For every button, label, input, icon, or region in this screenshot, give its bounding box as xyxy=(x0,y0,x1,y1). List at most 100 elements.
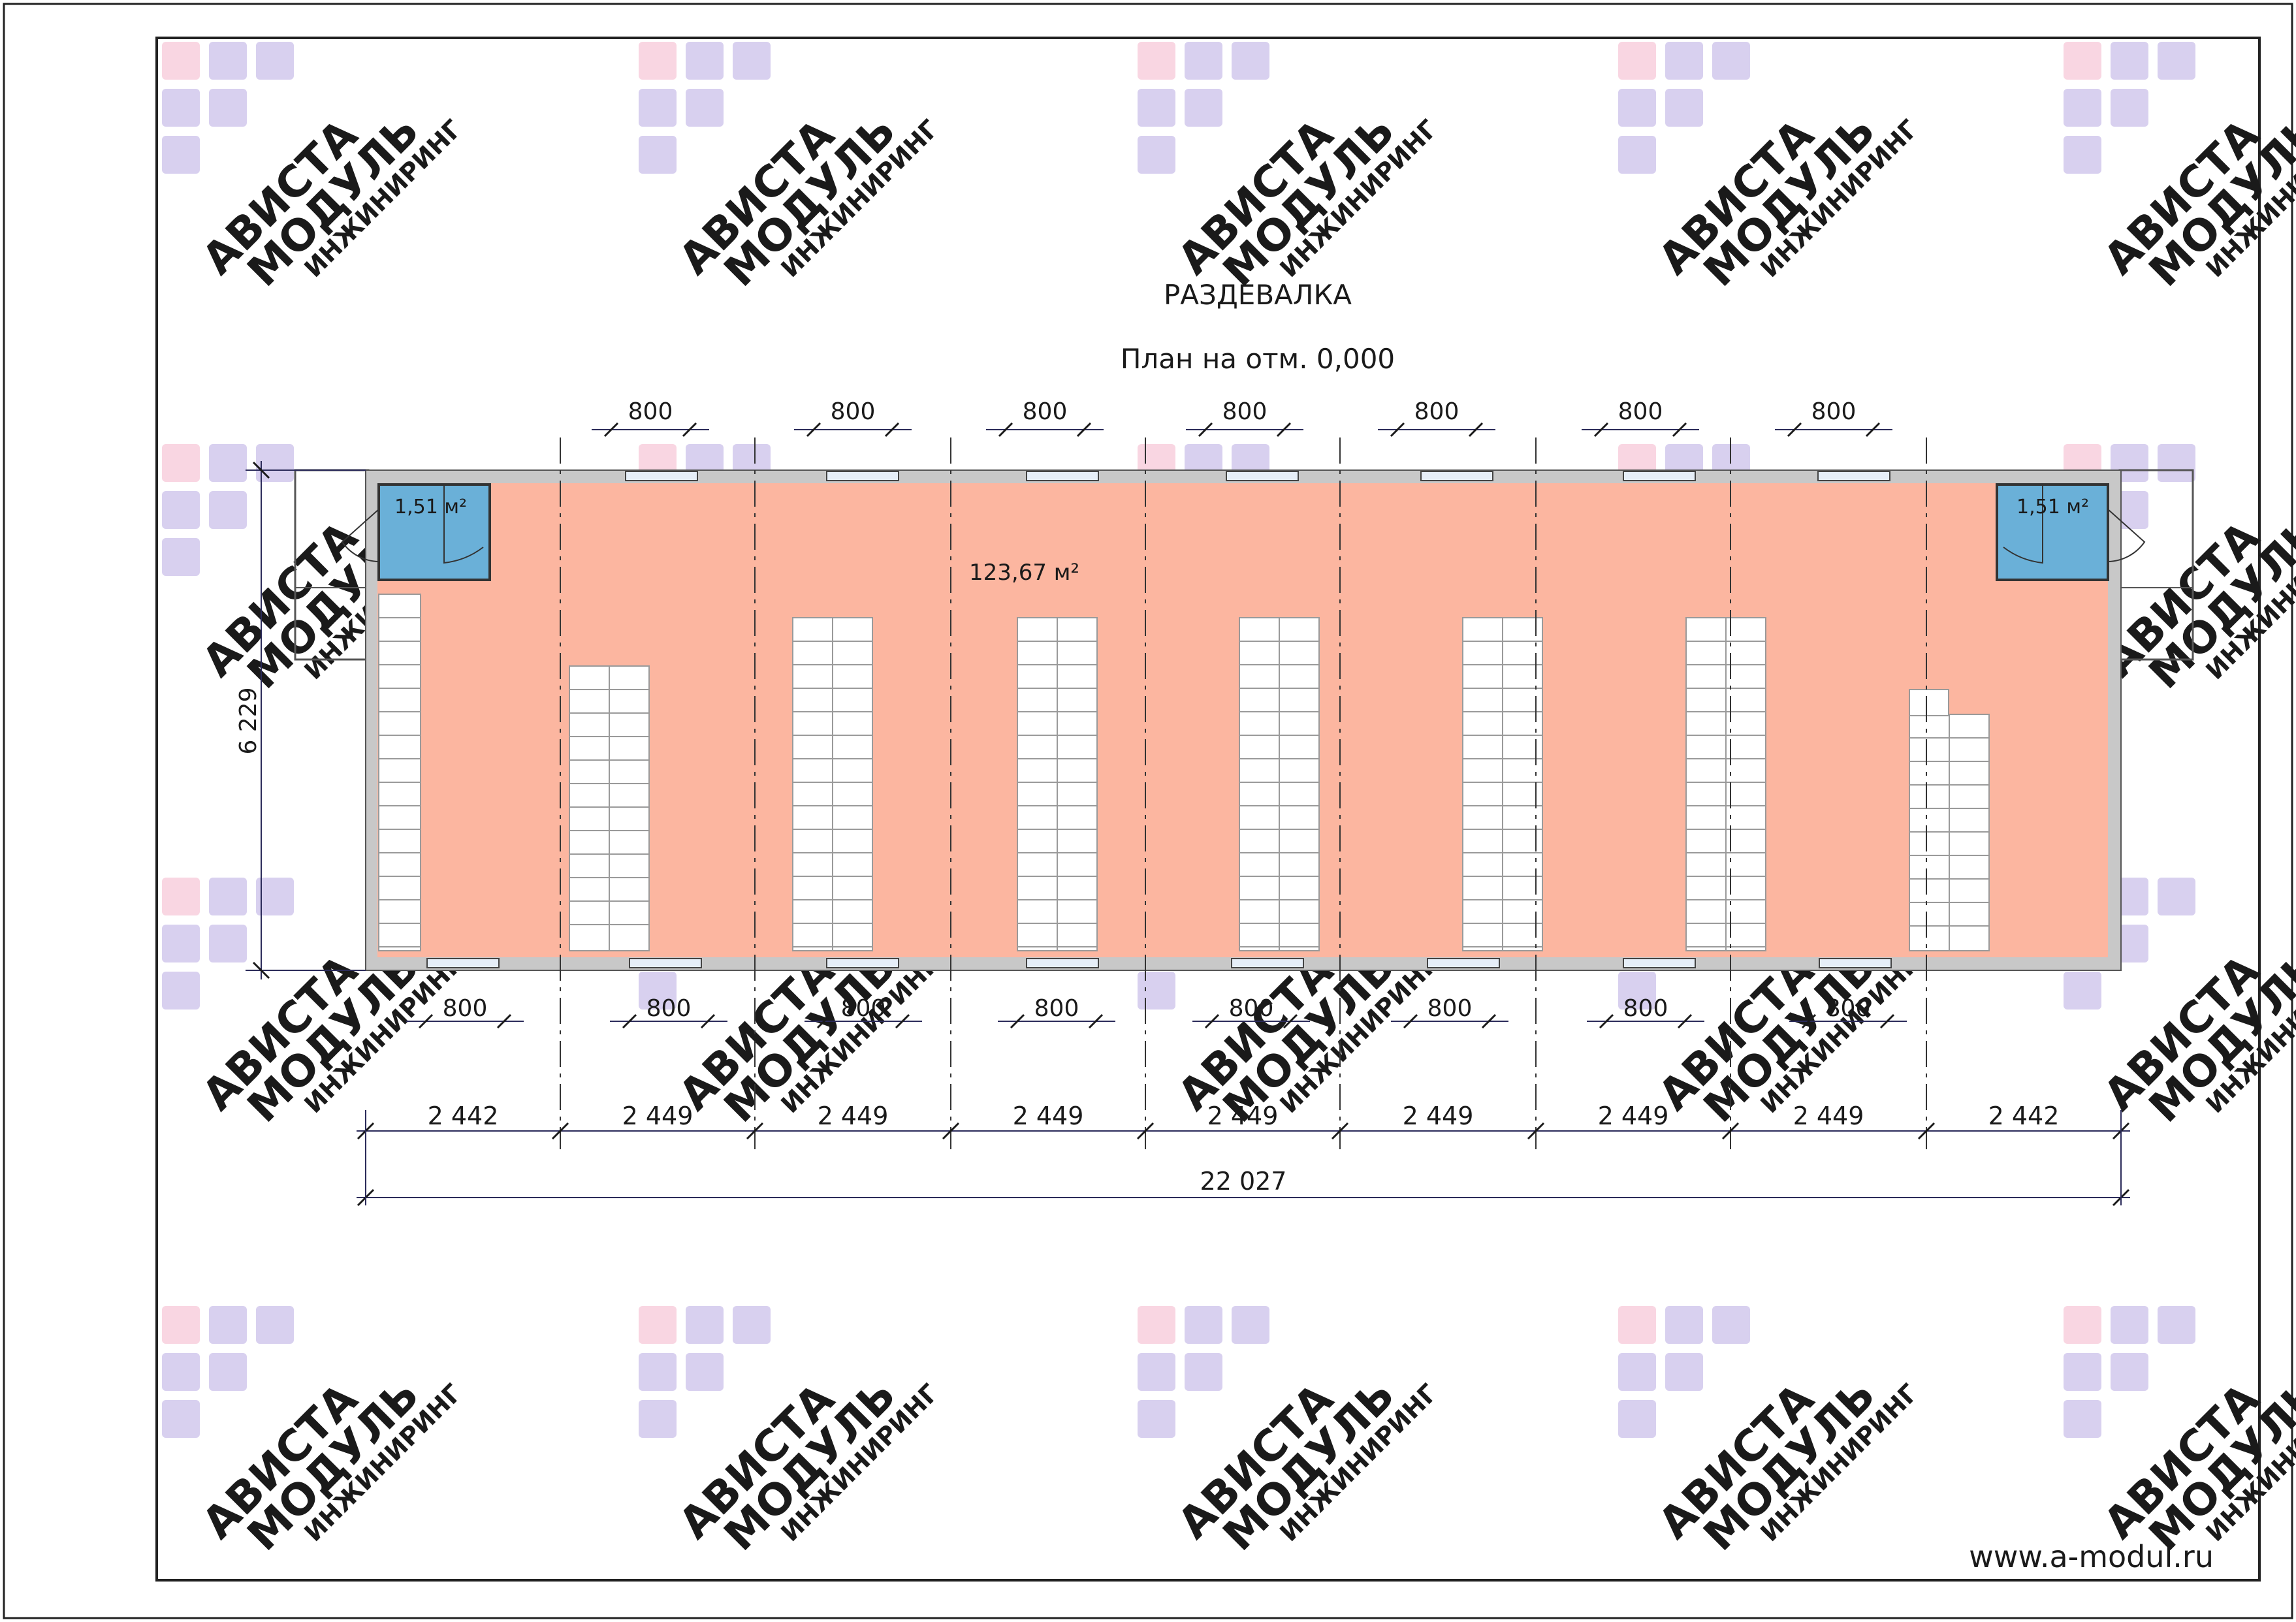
watermark-logo-square xyxy=(1665,1353,1703,1391)
watermark-logo-square xyxy=(209,491,247,529)
watermark-logo-square xyxy=(209,1353,247,1391)
module-axis-lines xyxy=(560,437,1927,1149)
watermark-logo-square xyxy=(1138,1400,1175,1438)
module-dimension-tick xyxy=(1721,1122,1740,1140)
watermark-logo-square xyxy=(686,89,724,127)
locker-block-outline xyxy=(1909,689,1949,716)
watermark-logo-square xyxy=(209,89,247,127)
watermark-logo-square xyxy=(162,1400,200,1438)
watermark-logo-square xyxy=(2064,89,2101,127)
door-dimension-tick xyxy=(806,422,821,437)
bottom-door-dimension: 800 xyxy=(998,995,1115,1029)
top-door-dimension: 800 xyxy=(794,398,912,437)
watermark-logo-square xyxy=(733,42,771,80)
watermark-logo-square xyxy=(1712,1306,1750,1344)
bottom-door-dimension: 800 xyxy=(1789,995,1907,1029)
watermark-logo-square xyxy=(256,1306,294,1344)
module-dimension-tick xyxy=(1917,1122,1936,1140)
watermark-logo-square xyxy=(1185,42,1222,80)
watermark-logo-square xyxy=(639,972,677,1010)
watermark-logo-square xyxy=(209,444,247,482)
module-width-label: 2 449 xyxy=(1598,1102,1669,1130)
bottom-wall-window xyxy=(1623,958,1696,968)
watermark-logo-square xyxy=(1185,89,1222,127)
door-dimension-tick xyxy=(1593,422,1609,437)
watermark-logo-square xyxy=(639,1400,677,1438)
door-dimension-chains: 800 800 800 800 800 800 800 800 800 800 800 800 800 8… xyxy=(406,398,1907,1029)
watermark-logo-square xyxy=(686,1353,724,1391)
height-dimension-label: 6 229 xyxy=(235,687,262,754)
door-dimension-tick xyxy=(998,422,1013,437)
watermark-logo-square xyxy=(686,1306,724,1344)
height-dimension-tick-top xyxy=(252,461,270,479)
door-width-label: 800 xyxy=(1623,995,1668,1022)
module-width-label: 2 449 xyxy=(818,1102,889,1130)
locker-block xyxy=(378,594,421,951)
watermark-logo-square xyxy=(1712,42,1750,80)
door-dimension-tick xyxy=(884,422,900,437)
door-dimension-tick xyxy=(1677,1013,1693,1029)
watermark-logo-square xyxy=(1618,136,1656,174)
module-dimension-chain: 2 442 2 449 2 449 2 449 2 449 2 449 2 449 2 449… xyxy=(357,1102,2130,1140)
watermark-logo-square xyxy=(1138,89,1175,127)
door-dimension-tick xyxy=(496,1013,512,1029)
top-door-dimension: 800 xyxy=(1186,398,1303,437)
door-dimension-tick xyxy=(1481,1013,1497,1029)
door-dimension-tick xyxy=(682,422,697,437)
watermark-logo-square xyxy=(162,1353,200,1391)
top-wall-window xyxy=(1623,471,1696,481)
left-small-room-floor xyxy=(377,483,491,581)
watermark-logo-square xyxy=(639,89,677,127)
module-width-label: 2 449 xyxy=(1207,1102,1279,1130)
module-width-label: 2 442 xyxy=(428,1102,499,1130)
door-dimension-tick xyxy=(700,1013,716,1029)
locker-block xyxy=(1909,714,1990,951)
watermark-logo-square xyxy=(1618,1353,1656,1391)
module-width-label: 2 449 xyxy=(1793,1102,1864,1130)
drawing-title: РАЗДЕВАЛКА xyxy=(1164,279,1352,311)
watermark-logo-square xyxy=(639,136,677,174)
locker-block xyxy=(1017,617,1098,951)
watermark-logo-square xyxy=(162,925,200,962)
bottom-wall-window xyxy=(1427,958,1500,968)
inner-drawing-frame xyxy=(155,37,2261,1582)
watermark-logo-square xyxy=(1665,89,1703,127)
watermark-logo-square xyxy=(2064,1353,2101,1391)
door-width-label: 800 xyxy=(1414,398,1459,425)
watermark-logo-square xyxy=(639,1353,677,1391)
watermark-logo-square xyxy=(2064,1400,2101,1438)
module-width-label: 2 442 xyxy=(1988,1102,2060,1130)
watermark-logo-square xyxy=(639,1306,677,1344)
top-door-dimension: 800 xyxy=(1378,398,1495,437)
watermark-logo-square xyxy=(1618,89,1656,127)
module-dimension-tick xyxy=(1527,1122,1545,1140)
door-dimension-tick xyxy=(1088,1013,1104,1029)
bottom-wall-window xyxy=(426,958,500,968)
watermark-logo-square xyxy=(1138,1306,1175,1344)
module-dimension-tick xyxy=(1331,1122,1349,1140)
module-width-label: 2 449 xyxy=(1403,1102,1474,1130)
watermark-logo-square xyxy=(1138,136,1175,174)
watermark-logo-square xyxy=(162,89,200,127)
top-wall-window xyxy=(1420,471,1493,481)
watermark-logo-square xyxy=(2158,1306,2195,1344)
bottom-door-dimension: 800 xyxy=(406,995,524,1029)
door-width-label: 800 xyxy=(841,995,886,1022)
watermark-logo-square xyxy=(1185,1306,1222,1344)
door-width-label: 800 xyxy=(1811,398,1857,425)
door-dimension-tick xyxy=(1787,422,1802,437)
watermark-logo-square xyxy=(209,1306,247,1344)
watermark-logo-square xyxy=(162,972,200,1010)
total-width-label: 22 027 xyxy=(1200,1167,1287,1196)
watermark-logo-square xyxy=(686,42,724,80)
right-entry-door xyxy=(2107,509,2146,562)
main-room-area-label: 123,67 м² xyxy=(969,560,1079,586)
locker-block-outline xyxy=(378,594,421,951)
door-width-label: 800 xyxy=(1023,398,1068,425)
bottom-door-dimension: 800 xyxy=(1587,995,1704,1029)
watermark-logo-square xyxy=(2064,42,2101,80)
watermark-logo-square xyxy=(209,42,247,80)
